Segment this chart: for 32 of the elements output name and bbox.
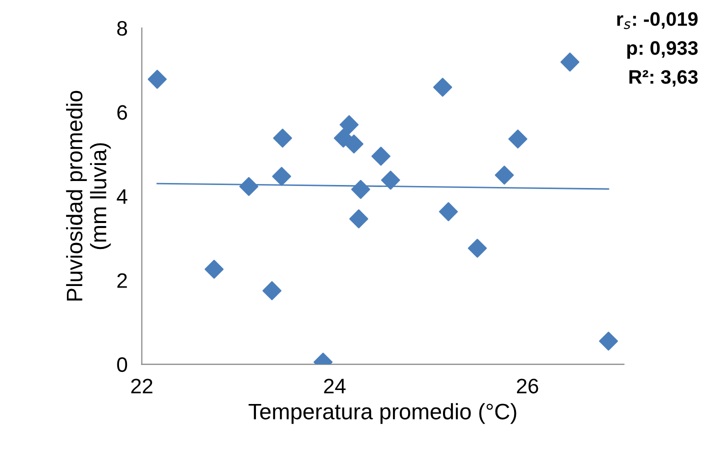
point xyxy=(468,238,487,258)
point xyxy=(351,180,370,199)
text: R²: 3,63 xyxy=(629,70,698,87)
x-tick-label: 22 xyxy=(131,378,152,394)
point xyxy=(381,170,400,190)
point xyxy=(508,130,528,148)
y-tick-label: 0 xyxy=(117,357,128,372)
point xyxy=(340,115,359,134)
x-tick-label: 24 xyxy=(324,378,346,394)
y-tick-label: 8 xyxy=(117,21,128,36)
y-axis-title: Pluviosidad promedio (mm lluvia) xyxy=(66,90,111,301)
point xyxy=(349,209,368,228)
x-axis-title: Temperatura promedio (°C) xyxy=(248,403,516,424)
point xyxy=(262,281,282,300)
text: p: 0,933 xyxy=(627,41,698,59)
point xyxy=(239,176,258,196)
point xyxy=(494,166,514,185)
y-tick-label: 2 xyxy=(117,273,127,288)
point xyxy=(273,128,292,148)
point xyxy=(371,146,390,166)
point xyxy=(344,134,364,154)
point xyxy=(433,78,452,97)
point xyxy=(148,70,167,89)
y-tick-label: 4 xyxy=(116,189,128,204)
y-tick-label: 6 xyxy=(117,105,127,120)
point xyxy=(204,260,224,279)
annotation: r$_{s}$: -0,019 xyxy=(617,12,698,30)
point xyxy=(599,332,618,351)
x-tick-label: 26 xyxy=(516,378,538,394)
point xyxy=(272,166,292,186)
point xyxy=(438,202,458,222)
point xyxy=(560,52,580,72)
